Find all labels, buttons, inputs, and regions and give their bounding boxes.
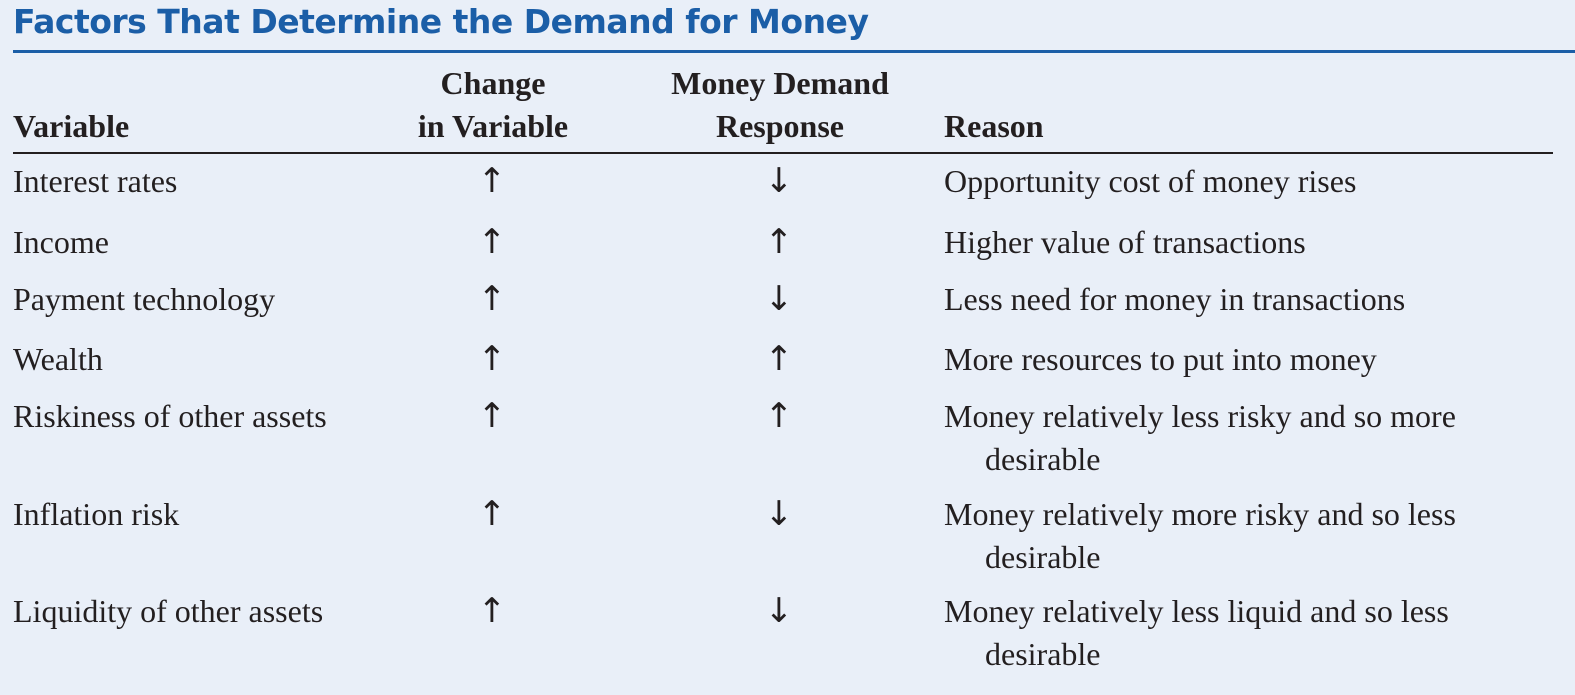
reason-text: Higher value of transactions <box>944 224 1306 260</box>
title-divider <box>13 50 1575 53</box>
header-change-line2: in Variable <box>417 108 569 144</box>
variable-cell: Liquidity of other assets <box>13 593 324 629</box>
reason-cell: More resources to put into money <box>944 338 1377 381</box>
up-arrow-icon: ↑ <box>477 494 507 534</box>
variable-cell: Inflation risk <box>13 496 180 532</box>
header-divider <box>13 152 1553 154</box>
reason-text: Less need for money in transactions <box>944 281 1406 317</box>
table-title: Factors That Determine the Demand for Mo… <box>13 2 869 41</box>
variable-cell: Riskiness of other assets <box>13 398 327 434</box>
up-arrow-icon: ↑ <box>477 396 507 436</box>
reason-cell: Money relatively less liquid and so less… <box>944 590 1449 676</box>
up-arrow-icon: ↑ <box>477 339 507 379</box>
reason-continuation: desirable <box>985 539 1101 575</box>
header-reason: Reason <box>944 108 1044 144</box>
reason-text: Money relatively less risky and so more <box>944 398 1456 434</box>
up-arrow-icon: ↑ <box>477 279 507 319</box>
reason-continuation: desirable <box>985 441 1101 477</box>
reason-cell: Money relatively more risky and so less … <box>944 493 1456 579</box>
up-arrow-icon: ↑ <box>477 591 507 631</box>
variable-cell: Income <box>13 224 109 260</box>
reason-continuation: desirable <box>985 636 1101 672</box>
down-arrow-icon: ↓ <box>764 161 794 201</box>
reason-text: More resources to put into money <box>944 341 1377 377</box>
header-variable: Variable <box>13 108 130 144</box>
header-response-line1: Money Demand <box>671 65 889 101</box>
variable-cell: Payment technology <box>13 281 276 317</box>
variable-cell: Wealth <box>13 341 103 377</box>
up-arrow-icon: ↑ <box>477 161 507 201</box>
reason-cell: Higher value of transactions <box>944 221 1306 264</box>
reason-text: Money relatively less liquid and so less <box>944 593 1449 629</box>
header-change-line1: Change <box>440 65 546 101</box>
reason-text: Opportunity cost of money rises <box>944 163 1357 199</box>
up-arrow-icon: ↑ <box>764 222 794 262</box>
header-change: Change in Variable <box>383 62 603 148</box>
down-arrow-icon: ↓ <box>764 279 794 319</box>
down-arrow-icon: ↓ <box>764 591 794 631</box>
header-response-line2: Response <box>715 108 844 144</box>
reason-cell: Money relatively less risky and so more … <box>944 395 1456 481</box>
variable-cell: Interest rates <box>13 163 178 199</box>
header-response: Money Demand Response <box>640 62 920 148</box>
up-arrow-icon: ↑ <box>477 222 507 262</box>
up-arrow-icon: ↑ <box>764 339 794 379</box>
reason-cell: Less need for money in transactions <box>944 278 1405 321</box>
down-arrow-icon: ↓ <box>764 494 794 534</box>
reason-text: Money relatively more risky and so less <box>944 496 1456 532</box>
up-arrow-icon: ↑ <box>764 396 794 436</box>
reason-cell: Opportunity cost of money rises <box>944 160 1356 203</box>
